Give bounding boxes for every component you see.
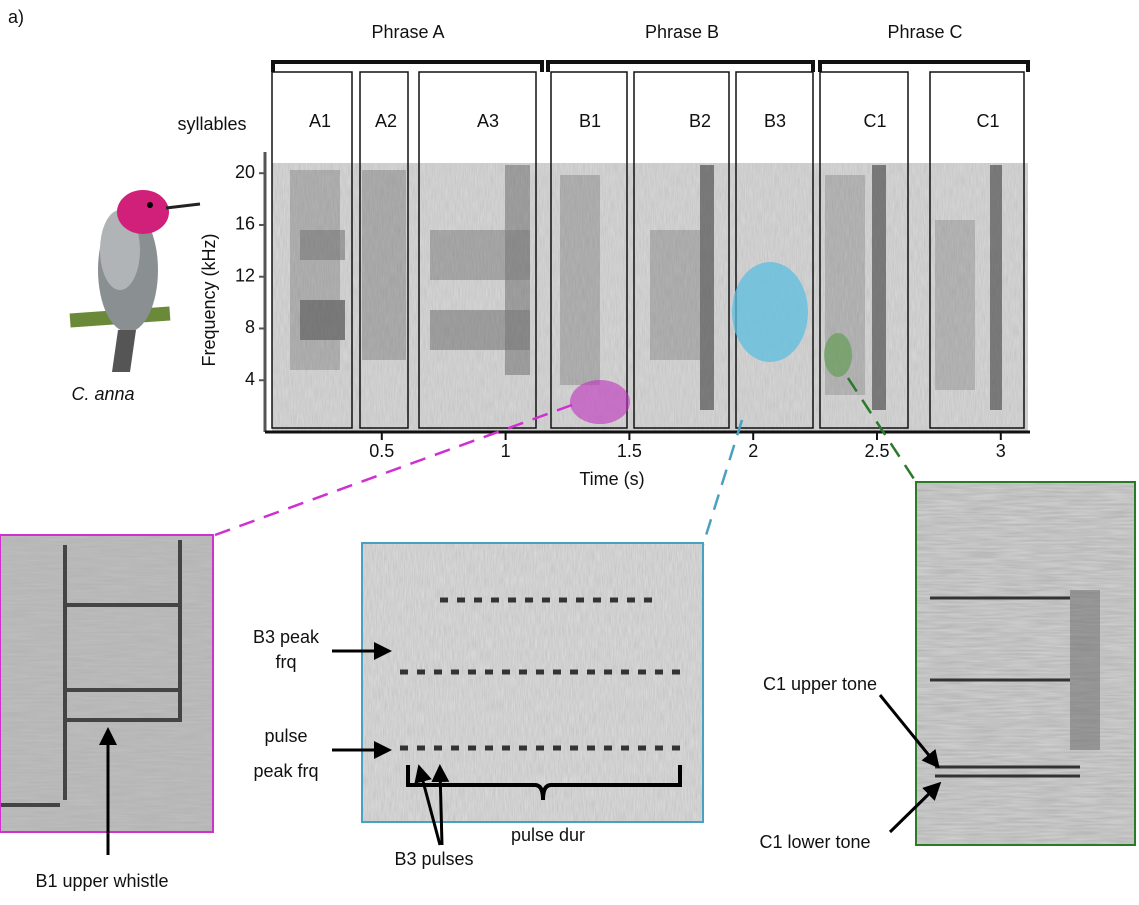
y-tick-label: 4 bbox=[245, 369, 255, 389]
y-axis-label: Frequency (kHz) bbox=[199, 233, 219, 366]
annotation: pulse dur bbox=[511, 825, 585, 845]
annotation: frq bbox=[275, 652, 296, 672]
syllable-label: C1 bbox=[976, 111, 999, 131]
phrase-label: Phrase A bbox=[371, 22, 444, 42]
syllable-label: C1 bbox=[863, 111, 886, 131]
y-tick-label: 16 bbox=[235, 214, 255, 234]
y-tick-label: 12 bbox=[235, 265, 255, 285]
x-tick-label: 0.5 bbox=[369, 441, 394, 461]
y-tick-label: 8 bbox=[245, 317, 255, 337]
arrow bbox=[440, 770, 442, 845]
x-tick-label: 1.5 bbox=[617, 441, 642, 461]
syllable-label: A2 bbox=[375, 111, 397, 131]
x-tick-label: 1 bbox=[501, 441, 511, 461]
phrase-label: Phrase B bbox=[645, 22, 719, 42]
species-caption: C. anna bbox=[71, 384, 134, 404]
annotation: B3 pulses bbox=[394, 849, 473, 869]
y-tick-label: 20 bbox=[235, 162, 255, 182]
b3-highlight bbox=[732, 262, 808, 362]
annotation: pulse bbox=[264, 726, 307, 746]
syllables-label: syllables bbox=[177, 114, 246, 134]
syllable-label: B2 bbox=[689, 111, 711, 131]
inset-texture bbox=[362, 543, 703, 822]
syllable-label: B3 bbox=[764, 111, 786, 131]
syllable-label: B1 bbox=[579, 111, 601, 131]
annotation: C1 upper tone bbox=[763, 674, 877, 694]
connector bbox=[703, 420, 742, 545]
panel-label: a) bbox=[8, 7, 24, 27]
inset-texture bbox=[916, 482, 1135, 845]
b1-highlight bbox=[570, 380, 630, 424]
syllable-label: A3 bbox=[477, 111, 499, 131]
x-axis-label: Time (s) bbox=[579, 469, 644, 489]
figure: a) Phrase A Phrase B Phrase C syllables … bbox=[0, 0, 1139, 900]
phrase-brackets bbox=[273, 62, 1028, 72]
bird-illustration bbox=[70, 190, 200, 372]
annotation: B1 upper whistle bbox=[35, 871, 168, 891]
x-tick-label: 2 bbox=[748, 441, 758, 461]
annotation: B3 peak bbox=[253, 627, 320, 647]
c1-highlight bbox=[824, 333, 852, 377]
x-tick-label: 2.5 bbox=[864, 441, 889, 461]
annotation: C1 lower tone bbox=[759, 832, 870, 852]
syllable-label: A1 bbox=[309, 111, 331, 131]
annotation: peak frq bbox=[253, 761, 318, 781]
phrase-label: Phrase C bbox=[887, 22, 962, 42]
x-tick-label: 3 bbox=[996, 441, 1006, 461]
